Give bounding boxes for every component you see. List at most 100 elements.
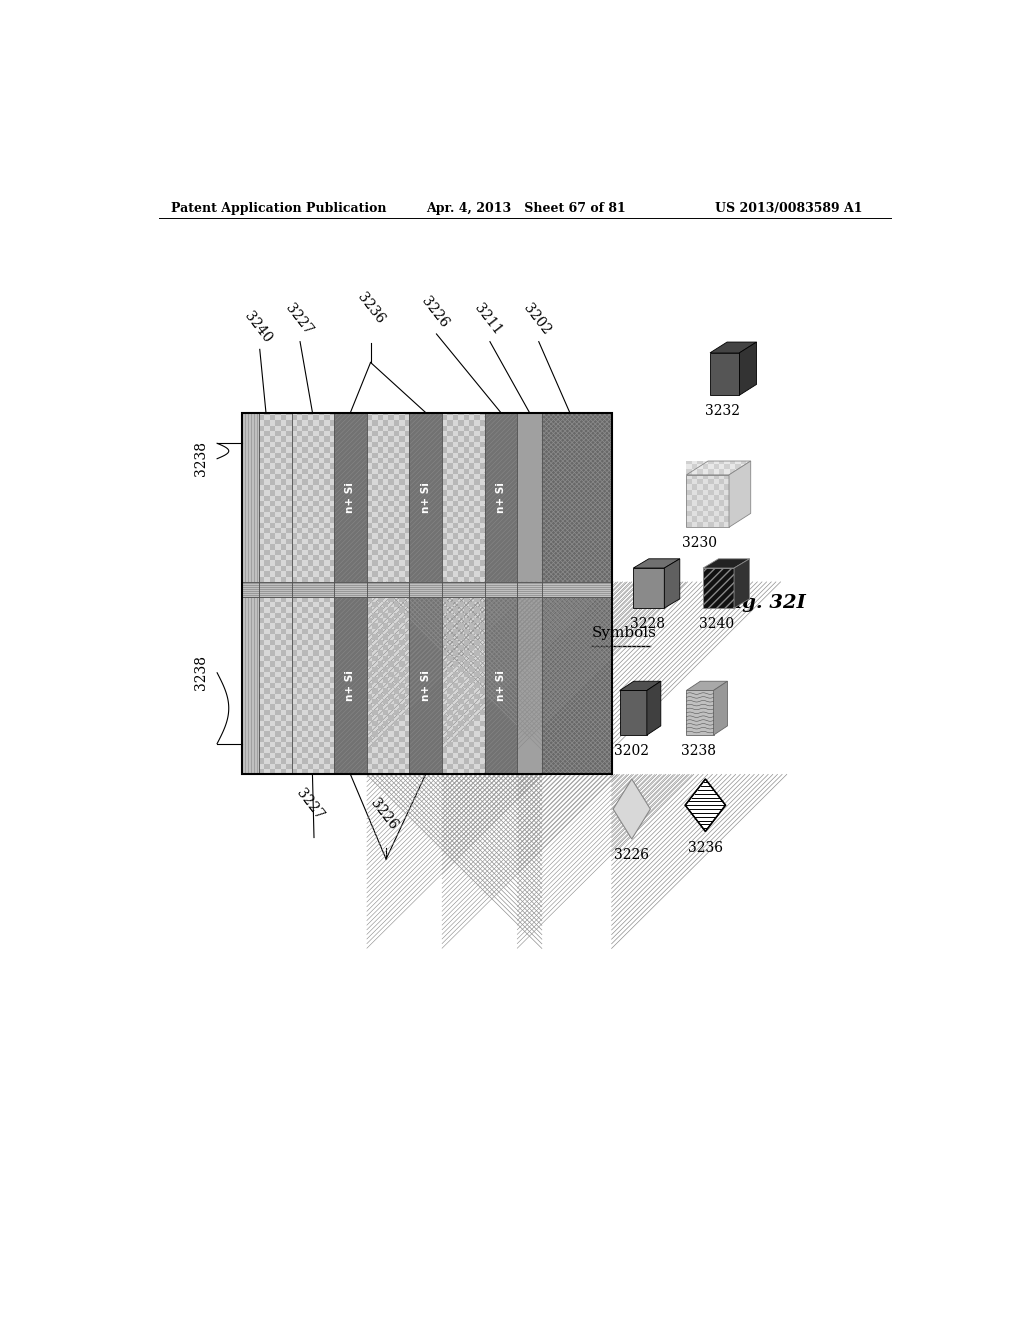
Bar: [394, 572, 399, 577]
Bar: [302, 682, 308, 688]
Bar: [313, 479, 318, 484]
Bar: [378, 425, 383, 430]
Bar: [708, 500, 714, 506]
Bar: [302, 737, 308, 742]
Bar: [404, 507, 410, 512]
Bar: [442, 447, 447, 453]
Bar: [275, 484, 281, 490]
Bar: [464, 747, 469, 752]
Bar: [447, 560, 453, 566]
Bar: [383, 560, 388, 566]
Bar: [308, 602, 313, 607]
Bar: [464, 458, 469, 463]
Bar: [399, 651, 404, 656]
Bar: [324, 693, 330, 700]
Bar: [302, 479, 308, 484]
Bar: [378, 661, 383, 667]
Bar: [404, 763, 410, 770]
Bar: [480, 710, 484, 715]
Bar: [259, 490, 264, 496]
Bar: [378, 628, 383, 635]
Bar: [388, 628, 394, 635]
Bar: [318, 752, 324, 758]
Bar: [372, 507, 378, 512]
Bar: [281, 737, 286, 742]
Bar: [297, 539, 302, 544]
Bar: [464, 523, 469, 528]
Bar: [330, 752, 334, 758]
Bar: [286, 496, 292, 502]
Bar: [372, 742, 378, 747]
Bar: [458, 635, 464, 640]
Bar: [372, 763, 378, 770]
Bar: [259, 682, 264, 688]
Bar: [453, 628, 458, 635]
Bar: [324, 523, 330, 528]
Bar: [378, 737, 383, 742]
Bar: [697, 461, 702, 465]
Bar: [708, 479, 714, 484]
Bar: [292, 726, 297, 731]
Bar: [702, 506, 708, 511]
Bar: [388, 705, 394, 710]
Bar: [542, 598, 611, 775]
Bar: [297, 420, 302, 425]
Bar: [458, 731, 464, 737]
Bar: [394, 635, 399, 640]
Bar: [270, 447, 275, 453]
Bar: [442, 640, 447, 645]
Bar: [318, 572, 324, 577]
Bar: [367, 618, 372, 623]
Bar: [480, 528, 484, 533]
Bar: [388, 737, 394, 742]
Bar: [302, 628, 308, 635]
Bar: [464, 726, 469, 731]
Bar: [275, 420, 281, 425]
Bar: [442, 523, 447, 528]
Bar: [388, 618, 394, 623]
Bar: [324, 469, 330, 474]
Bar: [474, 425, 480, 430]
Bar: [469, 645, 474, 651]
Bar: [378, 651, 383, 656]
Bar: [464, 437, 469, 442]
Bar: [259, 598, 292, 775]
Bar: [330, 700, 334, 705]
Bar: [388, 661, 394, 667]
Bar: [447, 645, 453, 651]
Bar: [313, 447, 318, 453]
Bar: [388, 770, 394, 775]
Bar: [394, 602, 399, 607]
Bar: [388, 566, 394, 572]
Bar: [517, 413, 542, 582]
Bar: [308, 645, 313, 651]
Bar: [275, 731, 281, 737]
Bar: [453, 512, 458, 517]
Bar: [388, 726, 394, 731]
Bar: [719, 470, 724, 475]
Bar: [464, 554, 469, 561]
Bar: [399, 512, 404, 517]
Bar: [302, 618, 308, 623]
Bar: [404, 484, 410, 490]
Bar: [383, 752, 388, 758]
Bar: [318, 517, 324, 523]
Bar: [458, 710, 464, 715]
Bar: [447, 484, 453, 490]
Bar: [302, 554, 308, 561]
Bar: [313, 607, 318, 612]
Bar: [286, 572, 292, 577]
Bar: [447, 635, 453, 640]
Bar: [442, 437, 447, 442]
Bar: [404, 721, 410, 726]
Bar: [259, 607, 264, 612]
Bar: [330, 528, 334, 533]
Bar: [275, 688, 281, 693]
Bar: [275, 517, 281, 523]
Bar: [453, 758, 458, 763]
Bar: [372, 539, 378, 544]
Polygon shape: [710, 342, 757, 352]
Bar: [464, 618, 469, 623]
Bar: [372, 420, 378, 425]
Bar: [378, 640, 383, 645]
